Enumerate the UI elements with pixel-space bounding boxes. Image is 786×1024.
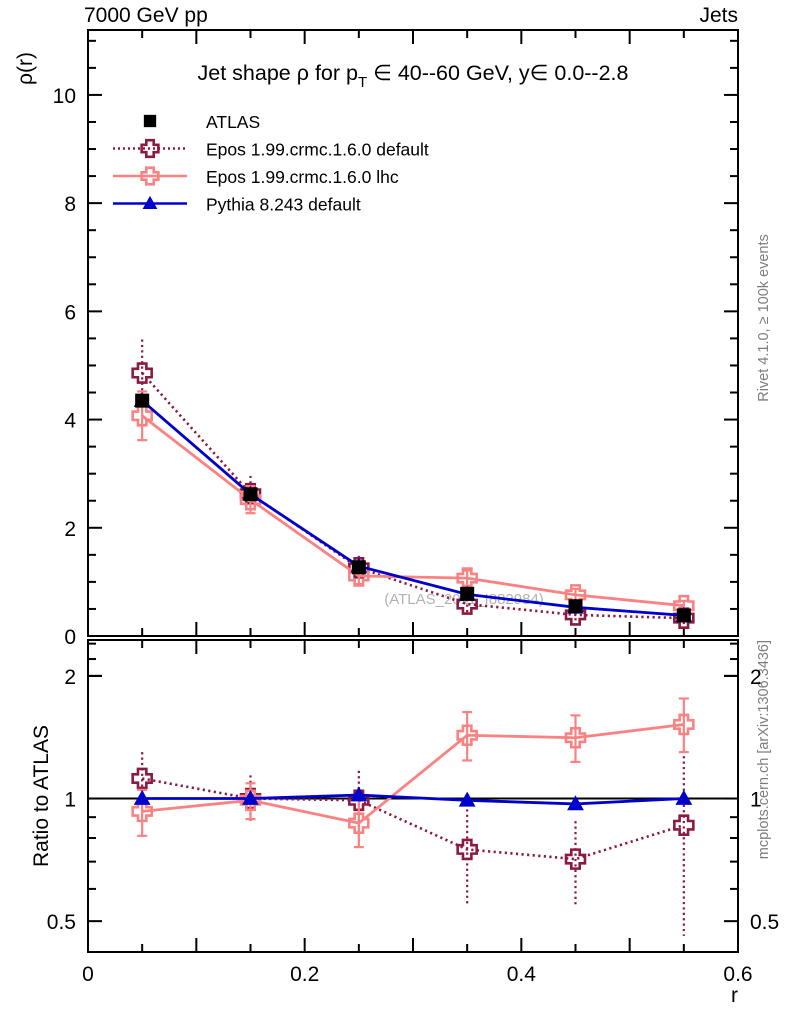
legend-label: Epos 1.99.crmc.1.6.0 default [206, 140, 429, 160]
y-tick-label: 2 [64, 518, 76, 541]
marker-cross [673, 713, 695, 736]
main-y-tick-labels: 0 2 4 6 8 10 [53, 85, 77, 649]
ratio-panel-data [88, 697, 738, 936]
y-tick-label: 0 [64, 626, 76, 649]
ratio-panel-ticks [87, 640, 739, 952]
series-line [141, 777, 685, 861]
x-tick-label: 0.4 [507, 963, 537, 986]
legend-item: ATLAS [143, 112, 260, 132]
marker-cross [456, 838, 478, 861]
marker-cross [564, 726, 587, 749]
marker-square [568, 599, 583, 614]
ratio-y-tick-label: 1 [64, 789, 76, 812]
marker-cross [131, 800, 153, 823]
marker-cross [140, 138, 160, 159]
header-left-label: 7000 GeV pp [84, 4, 208, 27]
legend-item: Epos 1.99.crmc.1.6.0 lhc [113, 166, 399, 187]
plot-title: Jet shape ρ for pT ∈ 40--60 GeV, y∈ 0.0-… [198, 61, 629, 91]
ratio-y-tick-labels: 0.5 1 2 [47, 666, 76, 934]
header-right-label: Jets [699, 4, 738, 27]
marker-triangle [242, 789, 259, 805]
series-pythia-8-243-default [133, 391, 693, 622]
marker-cross [348, 812, 370, 834]
marker-cross [564, 848, 587, 870]
series-line [142, 723, 685, 825]
ratio-y-tick-labels-right: 0.5 1 2 [750, 666, 779, 934]
marker-triangle [567, 795, 584, 811]
series-line [141, 372, 684, 620]
marker-cross [673, 814, 695, 837]
series-atlas [135, 393, 691, 623]
y-tick-label: 8 [64, 193, 76, 216]
marker-square [351, 560, 366, 575]
y-tick-label: 4 [64, 410, 76, 433]
x-axis-title: r [731, 984, 738, 1007]
marker-square [676, 608, 691, 623]
marker-triangle [350, 786, 368, 802]
marker-triangle [675, 789, 693, 805]
legend-item: Pythia 8.243 default [113, 195, 361, 215]
main-panel-frame [87, 29, 739, 637]
marker-cross [239, 789, 262, 812]
x-tick-label: 0.6 [723, 963, 752, 986]
ratio-y-tick-label-right: 1 [750, 789, 762, 812]
marker-cross [131, 362, 153, 384]
y-tick-label: 10 [53, 85, 76, 108]
marker-triangle [133, 789, 151, 805]
marker-triangle [142, 195, 158, 210]
title-pre: Jet shape [198, 61, 297, 85]
main-panel-ticks [87, 30, 739, 637]
title-mid: for p [309, 61, 358, 85]
ratio-y-tick-label-right: 0.5 [750, 911, 779, 934]
legend: ATLAS Epos 1.99.crmc.1.6.0 default Epos 1.… [113, 112, 429, 215]
marker-cross [131, 404, 153, 427]
ratio-y-tick-label-right: 2 [750, 666, 762, 689]
marker-cross [140, 166, 160, 186]
main-panel: 0 2 4 6 8 10 ρ(r) Jet shape ρ for pT ∈ 40--60… [14, 29, 739, 649]
marker-cross [131, 767, 153, 790]
marker-square [143, 114, 157, 128]
x-tick-label: 0.2 [290, 963, 319, 986]
rivet-version-note: Rivet 4.1.0, ≥ 100k events [756, 234, 772, 402]
x-tick-labels: 0 0.2 0.4 0.6 [82, 963, 752, 986]
main-panel-data [131, 339, 695, 629]
x-tick-label: 0 [82, 963, 94, 986]
ratio-y-tick-label: 2 [64, 666, 76, 689]
legend-label: ATLAS [206, 112, 260, 132]
title-post: ∈ 40--60 GeV, y∈ 0.0--2.8 [367, 61, 628, 85]
ratio-y-axis-title: Ratio to ATLAS [30, 725, 53, 867]
marker-triangle [458, 791, 476, 807]
marker-cross [456, 724, 478, 747]
legend-label: Pythia 8.243 default [206, 195, 361, 215]
title-sub: T [358, 74, 367, 91]
ratio-y-tick-label: 0.5 [47, 911, 76, 934]
marker-square [243, 487, 258, 502]
series-line [141, 414, 684, 608]
ratio-panel-frame [87, 639, 739, 953]
ratio-panel: 0.5 1 2 0.5 1 2 Ratio to ATLAS [30, 639, 779, 953]
y-tick-label: 6 [64, 301, 76, 324]
legend-label: Epos 1.99.crmc.1.6.0 lhc [206, 167, 399, 187]
mcplots-reference-note: mcplots.cern.ch [arXiv:1306.3436] [756, 640, 772, 859]
series-line [142, 793, 684, 806]
main-y-axis-title: ρ(r) [14, 52, 37, 85]
series-epos-1-99-crmc-1-6-0-default [131, 339, 695, 629]
series-epos-1-99-crmc-1-6-0-lhc [131, 697, 695, 849]
marker-square [460, 586, 475, 601]
series-line [141, 399, 684, 617]
series-pythia-8-243-default [133, 786, 693, 811]
title-rho: ρ [297, 61, 309, 85]
marker-square [135, 393, 150, 408]
legend-item: Epos 1.99.crmc.1.6.0 default [113, 138, 429, 160]
